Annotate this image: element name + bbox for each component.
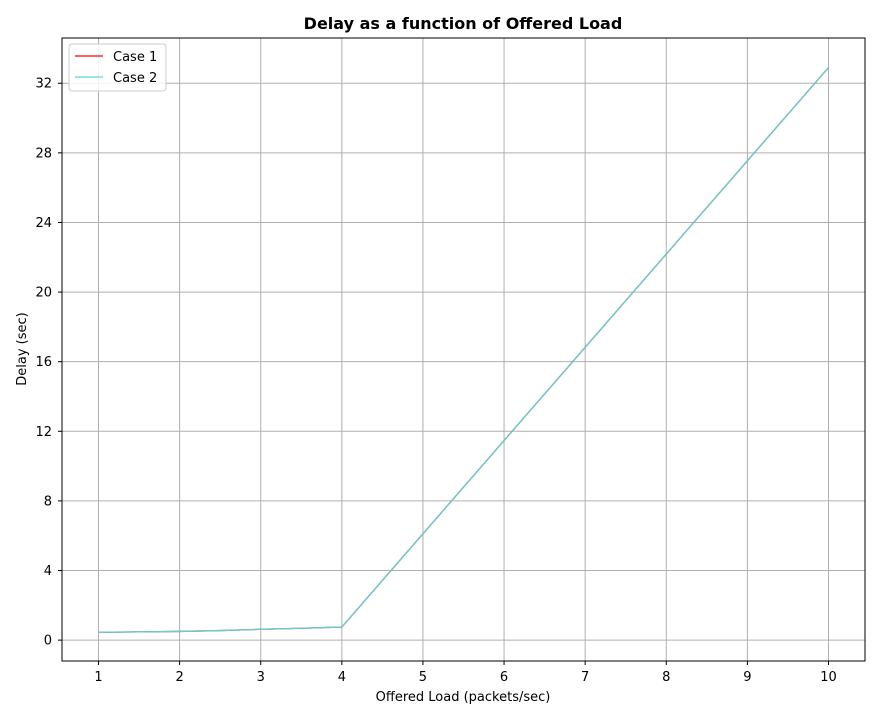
x-tick-label: 1	[94, 670, 102, 685]
x-tick-label: 6	[500, 670, 508, 685]
y-tick-label: 16	[35, 355, 52, 370]
legend-label-case-2: Case 2	[113, 71, 157, 86]
x-axis-label: Offered Load (packets/sec)	[376, 690, 551, 705]
plot-frame	[61, 37, 866, 662]
y-tick-label: 28	[35, 146, 52, 161]
x-tick-label: 7	[581, 670, 589, 685]
legend-label-case-1: Case 1	[113, 50, 157, 65]
x-tick-label: 10	[820, 670, 837, 685]
y-tick-label: 24	[35, 216, 52, 231]
legend: Case 1 Case 2	[68, 43, 167, 92]
y-tick-label: 12	[35, 425, 52, 440]
y-axis-label: Delay (sec)	[15, 312, 30, 385]
y-tick-label: 32	[35, 77, 52, 92]
y-tick-label: 8	[44, 494, 52, 509]
chart-title: Delay as a function of Offered Load	[304, 14, 623, 33]
series-line-case-2	[98, 67, 829, 633]
series-line-case-1	[98, 67, 829, 633]
x-tick-label: 2	[175, 670, 183, 685]
x-tick-label: 8	[662, 670, 670, 685]
series-layer	[98, 67, 829, 633]
y-tick-label: 0	[44, 634, 52, 649]
y-tick-label: 20	[35, 286, 52, 301]
grid-lines	[62, 38, 865, 661]
x-tick-label: 5	[419, 670, 427, 685]
x-tick-label: 3	[257, 670, 265, 685]
x-tick-label: 9	[743, 670, 751, 685]
y-tick-label: 4	[44, 564, 52, 579]
x-tick-label: 4	[338, 670, 346, 685]
